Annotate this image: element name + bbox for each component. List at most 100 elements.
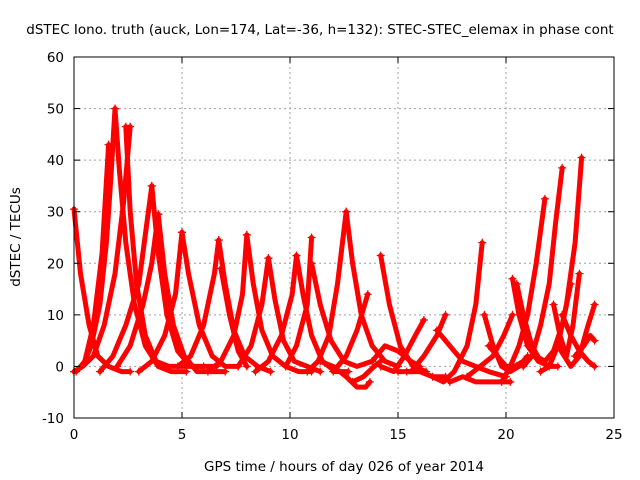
- plus-marker: [506, 377, 515, 386]
- plus-marker: [558, 163, 567, 172]
- plus-marker: [111, 104, 120, 113]
- plus-marker: [536, 367, 545, 376]
- series-pass-24: [304, 209, 349, 375]
- plus-marker: [394, 367, 402, 376]
- y-tick-label: 30: [47, 205, 64, 221]
- plus-marker: [173, 362, 182, 371]
- plus-marker: [342, 207, 351, 216]
- plus-marker: [251, 367, 260, 376]
- plus-marker: [216, 264, 225, 273]
- plus-marker: [484, 341, 493, 350]
- series-pass-08: [149, 183, 220, 369]
- plus-marker: [281, 362, 290, 371]
- plus-marker: [121, 122, 130, 131]
- plus-marker: [508, 274, 517, 283]
- x-tick-label: 20: [497, 427, 514, 443]
- series-pass-39: [486, 343, 526, 369]
- plus-marker: [368, 357, 377, 366]
- plus-marker: [221, 367, 230, 376]
- series-pass-22: [283, 235, 315, 369]
- series-pass-13: [175, 237, 222, 369]
- tick-labels: 0 5 10 15 20 25 -10 0 10 20 30 40 50 60: [42, 50, 623, 443]
- plus-marker: [590, 362, 599, 371]
- plus-marker: [508, 310, 517, 319]
- plus-marker: [104, 140, 113, 149]
- plus-marker: [540, 194, 549, 203]
- plus-marker: [147, 181, 156, 190]
- plus-marker: [242, 230, 251, 239]
- y-tick-label: 0: [55, 359, 64, 375]
- plus-marker: [292, 251, 301, 260]
- series-pass-28: [350, 358, 384, 385]
- plus-marker: [242, 362, 251, 371]
- series-pass-49: [572, 333, 598, 359]
- plot-frame: [73, 56, 615, 419]
- series-pass-25: [343, 209, 401, 369]
- series-pass-05: [112, 106, 189, 375]
- y-axis-label: dSTEC / TECUs: [8, 187, 24, 287]
- y-tick-label: -10: [42, 411, 64, 427]
- x-tick-label: 0: [70, 427, 79, 443]
- plus-marker: [376, 362, 385, 371]
- plus-marker: [363, 290, 372, 299]
- series-pass-01: [71, 206, 133, 375]
- plus-marker: [113, 362, 122, 371]
- plus-marker: [329, 367, 338, 376]
- plus-marker: [264, 254, 273, 263]
- x-tick-label: 15: [389, 427, 406, 443]
- plus-marker: [590, 336, 599, 345]
- series-pass-35: [430, 240, 485, 385]
- series-pass-31: [378, 317, 427, 375]
- plus-marker: [571, 352, 580, 361]
- series-pass-17: [244, 232, 315, 375]
- plus-marker: [234, 362, 243, 371]
- y-tick-label: 10: [47, 308, 64, 324]
- y-tick-label: 60: [47, 50, 64, 66]
- plus-marker: [445, 377, 454, 386]
- series-pass-07: [97, 183, 155, 375]
- plus-marker: [126, 367, 135, 376]
- axis-ticks: [73, 56, 615, 419]
- y-tick-label: 40: [47, 153, 64, 169]
- x-tick-label: 10: [281, 427, 298, 443]
- series-pass-20: [252, 253, 299, 375]
- plus-marker: [549, 300, 558, 309]
- series-pass-43: [520, 165, 565, 369]
- series-pass-30: [369, 343, 423, 369]
- plus-marker: [344, 367, 353, 376]
- x-axis-label: GPS time / hours of day 026 of year 2014: [204, 459, 484, 475]
- plus-marker: [463, 372, 472, 381]
- series-pass-11: [136, 229, 185, 375]
- series-pass-18: [235, 255, 271, 369]
- plus-marker: [419, 316, 428, 325]
- plus-marker: [316, 367, 325, 376]
- series-pass-33: [404, 369, 448, 380]
- x-tick-label: 5: [178, 427, 187, 443]
- plus-marker: [478, 238, 487, 247]
- plus-marker: [365, 377, 374, 386]
- plus-marker: [134, 367, 143, 376]
- x-tick-label: 25: [605, 427, 622, 443]
- plus-marker: [316, 357, 325, 366]
- series-pass-47: [555, 302, 598, 369]
- plus-marker: [303, 367, 312, 376]
- plus-marker: [553, 362, 562, 371]
- chart-title: dSTEC Iono. truth (auck, Lon=174, Lat=-3…: [26, 22, 613, 38]
- plus-marker: [432, 326, 441, 335]
- plus-marker: [480, 310, 489, 319]
- plus-marker: [348, 377, 357, 386]
- series-pass-16: [205, 232, 250, 375]
- plus-marker: [428, 372, 437, 381]
- y-tick-label: 50: [47, 102, 64, 118]
- plus-marker: [203, 367, 212, 376]
- series-pass-29: [378, 253, 429, 375]
- plus-marker: [307, 259, 316, 268]
- series-pass-23: [309, 260, 375, 369]
- plus-marker: [307, 233, 316, 242]
- series-pass-37: [464, 312, 515, 380]
- series-pass-34: [434, 327, 509, 380]
- plus-marker: [95, 367, 104, 376]
- plus-marker: [575, 269, 584, 278]
- plus-marker: [402, 367, 411, 376]
